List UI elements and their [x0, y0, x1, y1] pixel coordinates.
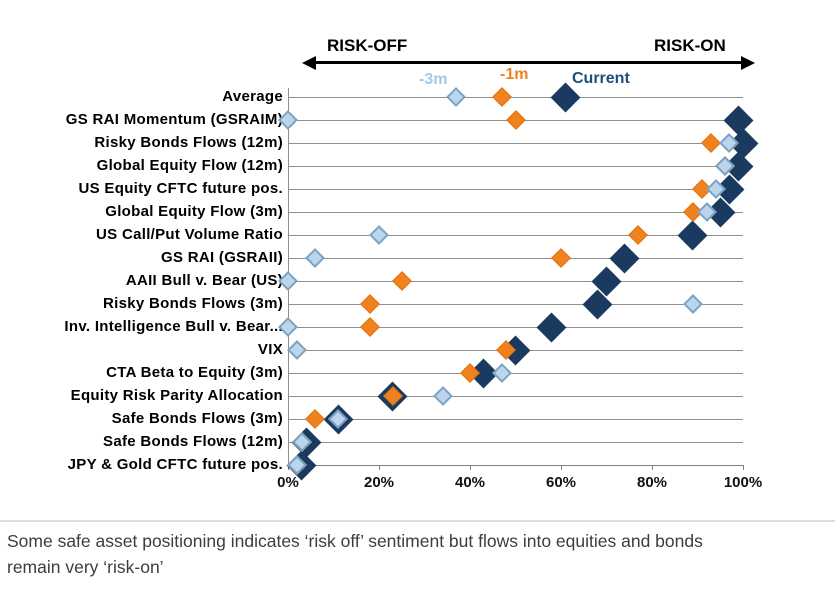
marker-1m-diamond — [359, 294, 380, 314]
marker-current-diamond — [537, 312, 567, 342]
gridline — [288, 212, 743, 213]
gridline — [288, 304, 743, 305]
category-label: US Call/Put Volume Ratio — [96, 226, 283, 243]
gridline — [288, 143, 743, 144]
x-tick-label: 60% — [545, 474, 577, 491]
category-label: Equity Risk Parity Allocation — [70, 387, 283, 404]
marker-current-diamond — [678, 220, 708, 250]
gridline — [288, 419, 743, 420]
x-tick-label: 0% — [277, 474, 299, 491]
category-label: AAII Bull v. Bear (US) — [125, 272, 283, 289]
x-tick-label: 40% — [454, 474, 486, 491]
marker-current-diamond — [609, 243, 640, 273]
category-label: Risky Bonds Flows (12m) — [94, 134, 283, 151]
risk-arrow-left-head-icon — [302, 56, 316, 70]
marker-3m-diamond — [446, 87, 467, 107]
gridline — [288, 97, 743, 98]
gridline — [288, 258, 743, 259]
marker-1m-diamond — [305, 409, 326, 429]
gridline — [288, 166, 743, 167]
marker-1m-diamond — [391, 271, 412, 291]
marker-3m-diamond — [491, 363, 512, 383]
gridline — [288, 189, 743, 190]
category-label: Global Equity Flow (12m) — [96, 157, 283, 174]
category-label: VIX — [257, 341, 283, 358]
marker-1m-diamond — [701, 133, 722, 153]
legend-label-3m: -3m — [419, 71, 448, 88]
risk-arrow-right-head-icon — [741, 56, 755, 70]
marker-3m-diamond — [305, 248, 326, 268]
risk-arrow-line — [312, 61, 743, 64]
marker-3m-diamond — [683, 294, 703, 314]
legend-label-current: Current — [572, 70, 630, 87]
x-axis-tick — [652, 465, 653, 470]
gridline — [288, 235, 743, 236]
caption-line-2: remain very ‘risk-on’ — [7, 557, 164, 577]
gridline — [288, 396, 743, 397]
marker-3m-diamond — [287, 340, 307, 360]
x-tick-label: 80% — [636, 474, 668, 491]
caption-divider — [0, 520, 835, 522]
x-axis-tick — [561, 465, 562, 470]
marker-1m-diamond — [491, 87, 512, 107]
category-label: Safe Bonds Flows (3m) — [111, 410, 283, 427]
category-label: Safe Bonds Flows (12m) — [103, 433, 283, 450]
gridline — [288, 442, 743, 443]
marker-3m-diamond — [369, 225, 389, 245]
marker-1m-diamond — [628, 225, 649, 245]
risk-on-label: RISK-ON — [654, 36, 726, 55]
category-label: Global Equity Flow (3m) — [105, 203, 283, 220]
marker-3m-diamond — [432, 386, 453, 406]
category-label: JPY & Gold CFTC future pos. — [67, 456, 283, 473]
x-axis-line — [288, 465, 744, 466]
gridline — [288, 281, 743, 282]
marker-1m-diamond — [505, 110, 526, 130]
category-label: Average — [222, 88, 283, 105]
category-label: GS RAI Momentum (GSRAIM) — [65, 111, 283, 128]
x-tick-label: 100% — [723, 474, 763, 491]
marker-1m-diamond — [551, 248, 571, 268]
gridline — [288, 373, 743, 374]
category-label: CTA Beta to Equity (3m) — [106, 364, 283, 381]
marker-1m-diamond — [359, 317, 380, 337]
x-axis-tick — [470, 465, 471, 470]
legend-label-1m: -1m — [500, 66, 529, 83]
x-axis-tick — [379, 465, 380, 470]
x-tick-label: 20% — [363, 474, 395, 491]
gridline — [288, 327, 743, 328]
category-label: Risky Bonds Flows (3m) — [103, 295, 283, 312]
category-label: Inv. Intelligence Bull v. Bear... — [64, 318, 283, 335]
caption-line-1: Some safe asset positioning indicates ‘r… — [7, 531, 703, 551]
category-label: GS RAI (GSRAII) — [160, 249, 283, 266]
marker-current-diamond — [723, 105, 754, 135]
x-axis-tick — [743, 465, 744, 470]
category-label: US Equity CFTC future pos. — [78, 180, 283, 197]
risk-off-label: RISK-OFF — [327, 36, 408, 55]
